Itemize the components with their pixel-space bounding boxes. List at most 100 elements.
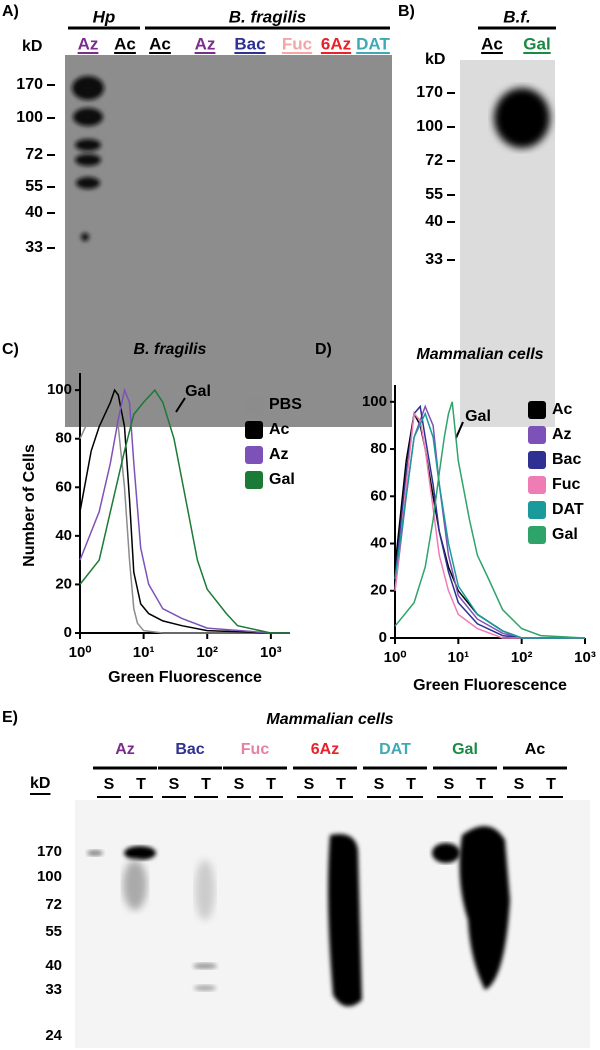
group-label: Bac [175, 741, 204, 758]
pointer [175, 397, 186, 413]
lane-label: T [266, 776, 276, 793]
marker-label: 33 [45, 981, 62, 998]
histogram-line [79, 388, 290, 634]
y-tick-label: 60 [55, 478, 72, 495]
group-label: Fuc [241, 741, 270, 758]
x-tick-label: 10² [511, 649, 533, 666]
y-tick-label: 20 [55, 575, 72, 592]
lane-label: S [304, 776, 315, 793]
legend-swatch [245, 471, 263, 489]
marker-label: 55 [45, 923, 62, 940]
legend-swatch [528, 451, 546, 469]
panel-label: D) [315, 341, 332, 358]
lane-label: Fuc [282, 34, 312, 53]
x-tick-label: 10⁰ [69, 644, 92, 661]
annotation: Gal [465, 408, 491, 425]
legend-label: Ac [269, 421, 290, 438]
legend-swatch [528, 476, 546, 494]
lane-label: S [444, 776, 455, 793]
group-label: B.f. [503, 7, 530, 26]
marker-label: 170 [416, 84, 443, 101]
marker-label: 40 [45, 957, 62, 974]
x-tick-label: 10² [196, 644, 218, 661]
legend-label: Gal [269, 471, 295, 488]
panel-title: Mammalian cells [266, 711, 393, 728]
lane-label: T [546, 776, 556, 793]
lane-label: Bac [234, 34, 265, 53]
group-label: B. fragilis [229, 7, 306, 26]
legend-label: Bac [552, 451, 581, 468]
marker-label: 100 [16, 109, 43, 126]
lane-label: S [169, 776, 180, 793]
lane-label: T [201, 776, 211, 793]
chart-title: B. fragilis [134, 341, 207, 358]
histogram-line [394, 401, 586, 639]
group-label: DAT [379, 741, 411, 758]
unit-label: kD [30, 775, 50, 792]
legend-label: DAT [552, 501, 584, 518]
y-axis-label: Number of Cells [21, 444, 38, 567]
marker-label: 40 [425, 213, 443, 230]
marker-label: 170 [37, 843, 62, 860]
pointer [455, 421, 464, 439]
x-axis-label: Green Fluorescence [413, 677, 567, 694]
x-tick-label: 10³ [260, 644, 282, 661]
group-label: 6Az [311, 741, 339, 758]
y-tick-label: 100 [47, 381, 72, 398]
group-label: Gal [452, 741, 478, 758]
legend-swatch [528, 501, 546, 519]
legend-swatch [245, 446, 263, 464]
legend-swatch [528, 426, 546, 444]
histogram-line [394, 411, 585, 639]
unit-label: kD [22, 38, 42, 55]
y-tick-label: 40 [370, 534, 387, 551]
bands-a [72, 76, 104, 241]
unit-label: kD [425, 51, 445, 68]
lane-label: T [476, 776, 486, 793]
lane-label: S [104, 776, 115, 793]
group-label: Hp [93, 7, 116, 26]
group-label: Ac [525, 741, 546, 758]
lane-label: S [234, 776, 245, 793]
y-tick-label: 0 [64, 624, 72, 641]
y-tick-label: 60 [370, 487, 387, 504]
y-tick-label: 40 [55, 527, 72, 544]
histogram-line [79, 388, 290, 634]
marker-label: 170 [16, 76, 43, 93]
legend-swatch [528, 401, 546, 419]
marker-label: 24 [45, 1027, 62, 1044]
legend-swatch [245, 396, 263, 414]
x-tick-label: 10¹ [447, 649, 469, 666]
lane-label: S [514, 776, 525, 793]
band-b [494, 88, 550, 148]
y-tick-label: 20 [370, 582, 387, 599]
x-tick-label: 10³ [574, 649, 596, 666]
lane-label: Az [78, 34, 99, 53]
x-tick-label: 10¹ [133, 644, 155, 661]
annotation: Gal [185, 383, 211, 400]
x-axis-label: Green Fluorescence [108, 669, 262, 686]
y-tick-label: 80 [55, 430, 72, 447]
y-tick-label: 80 [370, 440, 387, 457]
marker-label: 33 [425, 251, 443, 268]
marker-label: 40 [25, 204, 43, 221]
legend-label: Gal [552, 526, 578, 543]
lane-label: DAT [356, 34, 390, 53]
lane-label: 6Az [321, 34, 351, 53]
legend-label: PBS [269, 396, 302, 413]
y-tick-label: 0 [379, 629, 387, 646]
marker-label: 33 [25, 239, 43, 256]
lane-label: T [336, 776, 346, 793]
lane-label: Gal [523, 34, 550, 53]
x-tick-label: 10⁰ [384, 649, 407, 666]
lane-label: T [136, 776, 146, 793]
lane-label: S [374, 776, 385, 793]
legend-label: Fuc [552, 476, 581, 493]
group-label: Az [115, 741, 135, 758]
marker-label: 100 [416, 118, 443, 135]
histogram-line [79, 387, 290, 634]
histogram-line [79, 388, 290, 634]
marker-label: 72 [45, 896, 62, 913]
legend-swatch [245, 421, 263, 439]
